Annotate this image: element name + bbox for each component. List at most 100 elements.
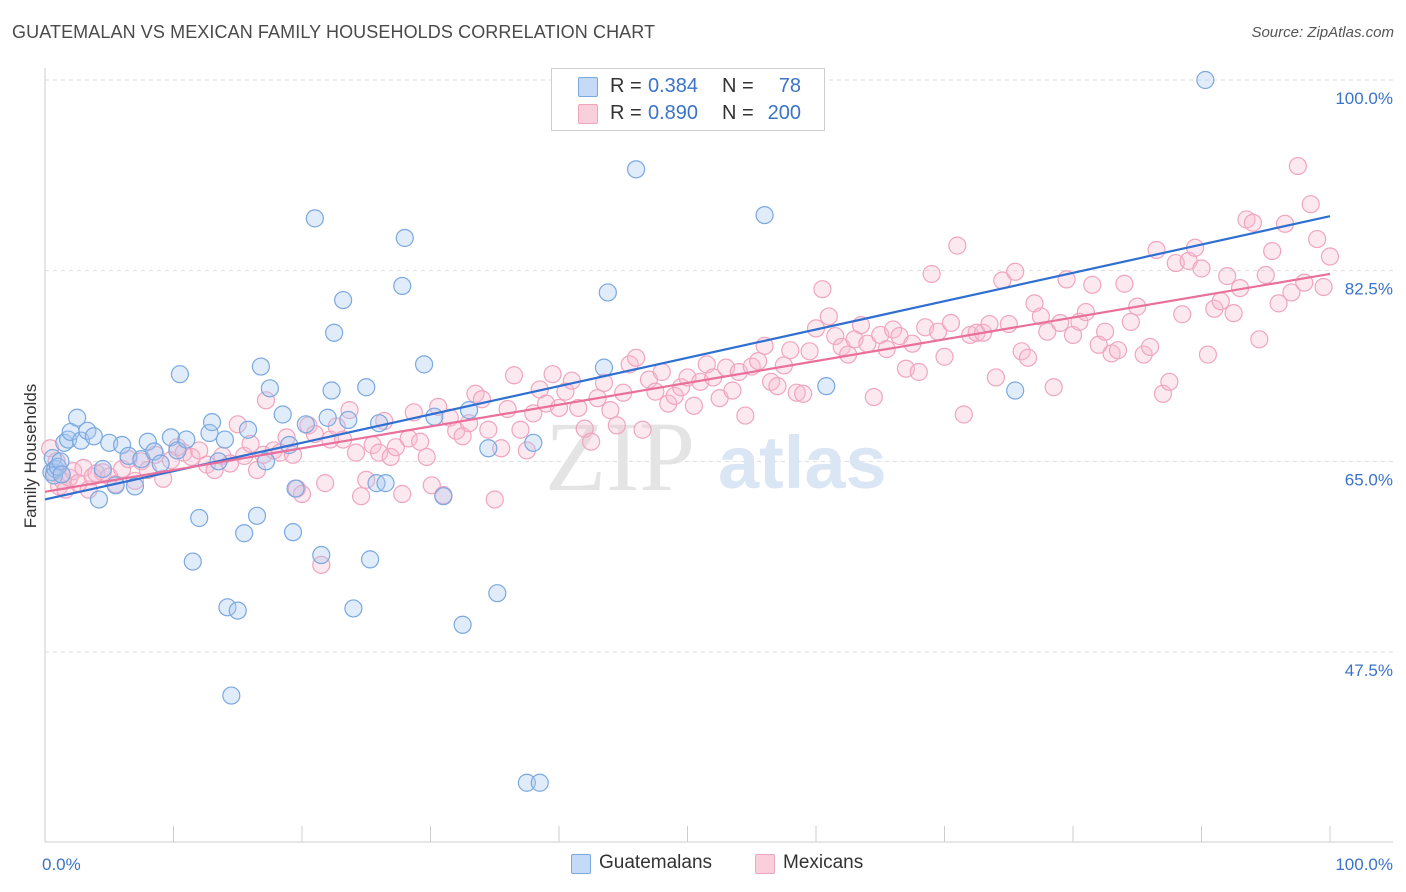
mexican-point — [883, 320, 903, 339]
mexican-point — [736, 406, 755, 425]
watermark-atlas: atlas — [718, 421, 887, 504]
mexican-point — [954, 405, 973, 424]
correlation-legend: R = 0.384 N = 78 R = 0.890 N = 200 — [551, 68, 825, 131]
legend-n-label: N = — [722, 75, 754, 97]
guatemalan-point — [202, 413, 222, 432]
guatemalan-point — [393, 276, 412, 296]
mexican-point — [543, 365, 562, 384]
guatemalan-point — [215, 430, 234, 449]
bottom-legend-swatch-pink — [755, 854, 775, 874]
legend-row-mexicans: R = 0.890 N = 200 — [552, 101, 824, 125]
guatemalan-point — [524, 433, 543, 452]
mexican-point — [549, 398, 569, 418]
mexican-point — [1160, 372, 1179, 391]
guatemalan-point — [370, 414, 389, 433]
mexican-point — [1301, 195, 1320, 214]
mexican-point — [749, 351, 768, 371]
mexican-point — [1031, 307, 1050, 326]
mexican-point — [941, 313, 961, 333]
guatemalan-point — [190, 508, 209, 528]
guatemalan-point — [488, 584, 507, 603]
mexican-point — [1083, 275, 1102, 294]
mexican-point — [723, 381, 742, 400]
guatemalan-point — [425, 407, 444, 426]
guatemalan-point — [817, 377, 836, 396]
mexican-point — [1051, 313, 1070, 333]
x-tick-label: 0.0% — [42, 855, 81, 874]
guatemalan-point — [151, 454, 170, 473]
mexican-point — [492, 439, 511, 458]
guatemalan-point — [755, 206, 774, 225]
mexican-point — [1224, 304, 1243, 323]
mexican-point — [1038, 322, 1057, 341]
guatemalan-point — [183, 552, 202, 571]
guatemalan-point — [51, 452, 70, 471]
guatemalan-point — [125, 477, 145, 496]
x-tick-label: 100.0% — [1335, 855, 1393, 874]
mexican-point — [935, 347, 954, 366]
chart-title: GUATEMALAN VS MEXICAN FAMILY HOUSEHOLDS … — [12, 22, 656, 42]
mexican-point — [787, 383, 806, 402]
guatemalan-point — [312, 545, 331, 565]
guatemalan-point — [626, 160, 646, 179]
mexican-point — [228, 415, 247, 434]
mexican-point — [1096, 322, 1115, 341]
mexican-point — [652, 362, 671, 382]
mexican-point — [1192, 259, 1211, 278]
mexican-point — [352, 487, 371, 506]
mexican-point — [417, 447, 436, 467]
y-tick-label: 100.0% — [1335, 89, 1393, 108]
legend-n-label: N = — [722, 102, 754, 124]
mexican-point — [922, 264, 941, 284]
mexican-point — [1006, 262, 1025, 281]
mexican-point — [646, 382, 665, 401]
watermark: ZIP atlas — [545, 401, 887, 512]
mexican-point — [1205, 299, 1224, 318]
guatemalan-point — [89, 490, 109, 509]
mexican-point — [1173, 305, 1192, 324]
mexican-point — [633, 420, 652, 439]
legend-r-value: 0.890 — [648, 102, 699, 124]
guatemalan-point — [1196, 70, 1215, 90]
mexican-point — [393, 484, 412, 504]
mexican-point — [411, 432, 430, 451]
mexican-point — [241, 434, 260, 454]
guatemalan-point — [598, 283, 617, 302]
y-axis-label: Family Households — [21, 384, 40, 529]
guatemalan-point — [395, 228, 414, 248]
guatemalan-point — [170, 365, 190, 384]
mexican-point — [1044, 378, 1063, 397]
bottom-legend-swatch-blue — [571, 854, 591, 874]
mexican-point — [346, 443, 366, 462]
mexican-point — [479, 420, 498, 439]
mexican-point — [594, 373, 614, 392]
guatemalan-point — [251, 357, 270, 376]
mexican-point — [659, 394, 678, 413]
guatemalan-point — [325, 323, 344, 342]
trend-lines — [44, 215, 1331, 501]
mexican-point — [794, 384, 813, 403]
mexican-point — [864, 387, 883, 407]
series-guatemalans-points — [42, 70, 1215, 792]
guatemalan-point — [286, 479, 305, 498]
guatemalan-point — [177, 430, 196, 449]
legend-r-label: R = — [610, 102, 642, 124]
legend-r-label: R = — [610, 75, 642, 97]
legend-n-value: 78 — [778, 75, 801, 97]
bottom-legend-label: Guatemalans — [599, 852, 713, 873]
guatemalan-point — [339, 410, 358, 430]
guatemalan-point — [247, 506, 267, 525]
guatemalan-point — [283, 523, 303, 542]
guatemalan-point — [218, 598, 237, 617]
guatemalan-point — [517, 773, 536, 792]
guatemalan-point — [376, 474, 395, 493]
mexican-point — [1115, 274, 1134, 293]
mexican-point — [1314, 277, 1333, 297]
mexican-point — [1288, 156, 1307, 176]
guatemalan-point — [344, 599, 363, 618]
mexican-point — [1108, 341, 1128, 360]
guatemalan-point — [228, 601, 247, 620]
mexican-point — [1140, 337, 1160, 357]
legend-n-value: 200 — [767, 102, 801, 124]
trend-line-mexicans — [44, 272, 1331, 493]
